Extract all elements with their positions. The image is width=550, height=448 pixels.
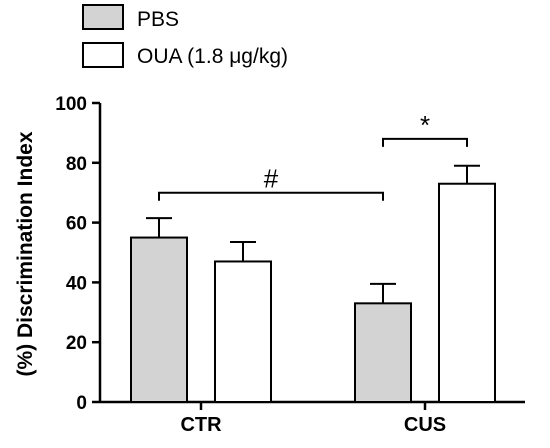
- significance-label: #: [264, 164, 279, 194]
- y-tick-label: 20: [66, 333, 87, 354]
- bar: [130, 236, 188, 403]
- y-tick-label: 80: [66, 154, 87, 175]
- y-tick-label: 0: [76, 393, 87, 414]
- x-tick-label: CUS: [404, 414, 446, 436]
- annotations: #*: [158, 110, 468, 201]
- legend-swatch-pbs: [82, 4, 124, 30]
- x-tick-label: CTR: [180, 414, 222, 436]
- bars: [130, 164, 496, 403]
- bar: [438, 182, 496, 403]
- bar: [214, 260, 272, 403]
- significance-bracket: [158, 191, 384, 201]
- y-tick-label: 40: [66, 273, 87, 294]
- y-tick-label: 100: [55, 94, 87, 115]
- legend-label-pbs: PBS: [137, 8, 179, 31]
- significance-bracket: [382, 137, 468, 147]
- legend-swatch-oua: [82, 42, 124, 68]
- bar: [354, 302, 412, 403]
- y-tick-label: 60: [66, 214, 87, 235]
- significance-label: *: [420, 110, 430, 140]
- legend: PBS OUA (1.8 μg/kg): [82, 4, 288, 68]
- legend-label-oua: OUA (1.8 μg/kg): [137, 45, 288, 68]
- y-axis-title: (%) Discrimination Index: [14, 131, 37, 376]
